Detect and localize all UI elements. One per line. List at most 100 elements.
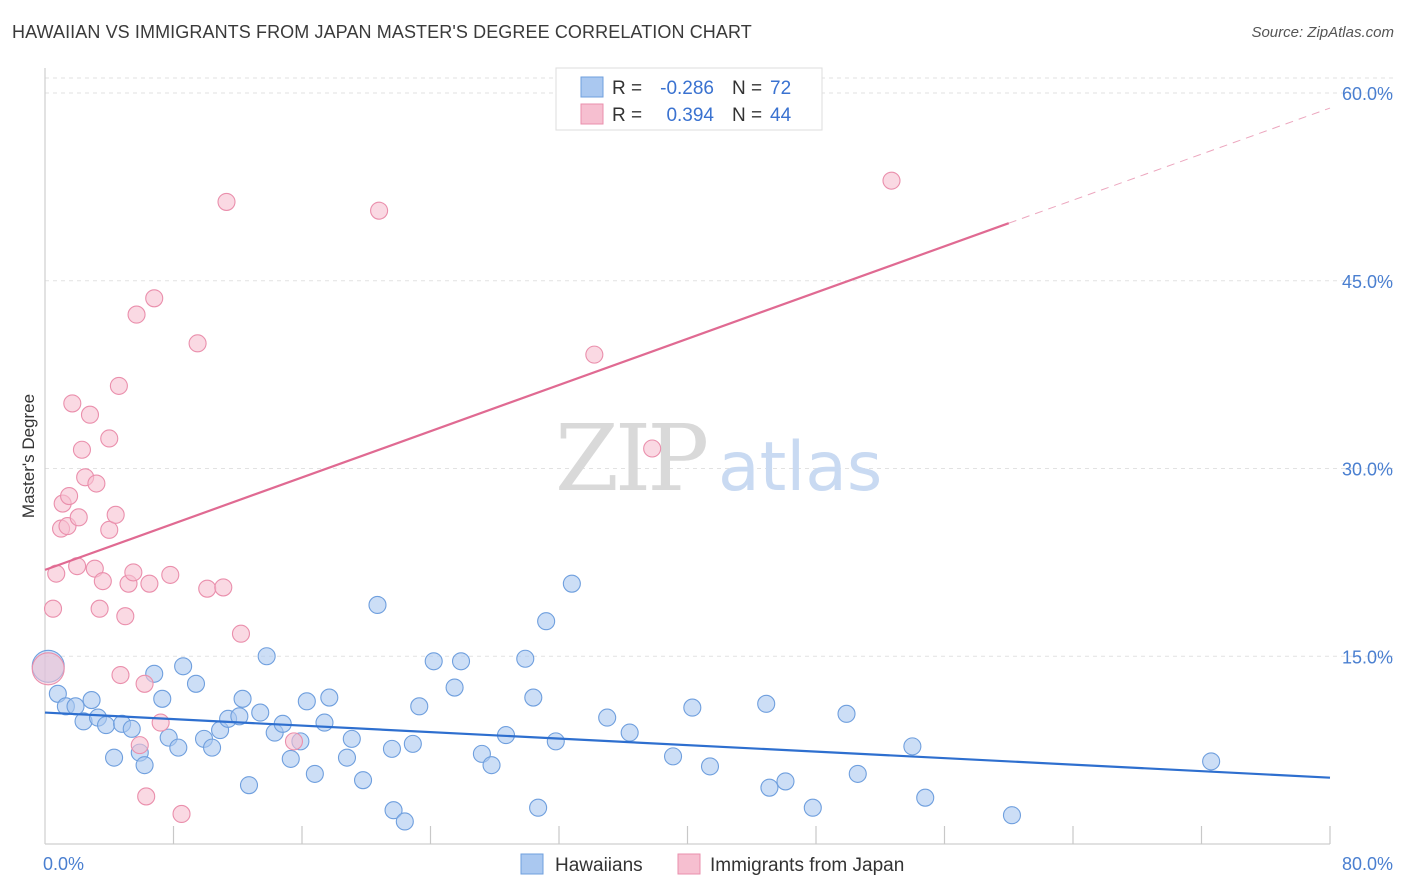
trend-line-hawaiians <box>44 711 1331 779</box>
stats-box: R = -0.286 N = 72 R = 0.394 N = 44 <box>555 67 823 131</box>
hawaiians-point-24 <box>233 689 252 708</box>
japan-point-28 <box>137 787 156 806</box>
hawaiians-point-25 <box>239 776 259 795</box>
trend-line-immigrants-from-japan-extension <box>1008 107 1331 224</box>
hawaiians-point-32 <box>297 692 316 711</box>
hawaiians-point-55 <box>546 732 565 751</box>
japan-point-10 <box>72 440 91 459</box>
stats-r-value-pink: 0.394 <box>666 105 714 126</box>
y-tick-label-15: 15.0% <box>1342 647 1393 667</box>
japan-point-41 <box>585 345 604 364</box>
hawaiians-point-41 <box>384 801 403 820</box>
stats-n-value-pink: 44 <box>770 105 792 126</box>
japan-point-17 <box>100 520 119 539</box>
japan-point-19 <box>106 505 125 524</box>
hawaiians-point-67 <box>848 764 867 783</box>
hawaiians-point-61 <box>700 757 720 776</box>
hawaiians-point-71 <box>1202 752 1221 771</box>
x-ticks <box>172 826 1331 844</box>
hawaiians-point-44 <box>410 697 429 716</box>
y-tick-label-45: 45.0% <box>1342 272 1393 292</box>
hawaiians-point-39 <box>368 595 387 614</box>
hawaiians-point-58 <box>620 723 639 742</box>
hawaiians-point-35 <box>320 688 339 707</box>
hawaiians-point-63 <box>760 778 779 797</box>
japan-point-14 <box>87 474 106 493</box>
hawaiians-point-70 <box>1002 806 1022 825</box>
hawaiians-point-53 <box>529 798 548 817</box>
hawaiians-point-65 <box>803 798 822 817</box>
series-immigrants-from-japan <box>31 171 901 824</box>
trend-lines <box>44 107 1331 779</box>
legend: Hawaiians Immigrants from Japan <box>520 853 904 876</box>
hawaiians-point-18 <box>186 674 206 693</box>
y-tick-labels: 15.0% 30.0% 45.0% 60.0% <box>1342 84 1393 667</box>
y-tick-label-60: 60.0% <box>1342 84 1393 104</box>
hawaiians-point-3 <box>66 697 85 716</box>
japan-point-1 <box>43 599 63 618</box>
japan-point-30 <box>145 289 164 308</box>
hawaiians-point-14 <box>153 689 172 708</box>
watermark-atlas: atlas <box>718 428 882 507</box>
hawaiians-point-38 <box>353 771 373 790</box>
hawaiians-point-37 <box>342 729 361 748</box>
japan-point-38 <box>231 624 251 643</box>
japan-point-22 <box>116 607 135 626</box>
japan-point-39 <box>284 732 304 751</box>
source-label: Source: ZipAtlas.com <box>1251 24 1394 41</box>
hawaiians-point-59 <box>663 747 683 766</box>
hawaiians-point-8 <box>105 748 124 767</box>
hawaiians-point-33 <box>305 764 324 783</box>
japan-point-25 <box>127 305 146 324</box>
hawaiians-point-42 <box>395 812 414 831</box>
japan-point-43 <box>882 171 901 190</box>
hawaiians-point-69 <box>916 788 935 807</box>
hawaiians-point-64 <box>776 772 795 791</box>
hawaiians-point-57 <box>598 708 617 727</box>
japan-point-20 <box>109 376 128 395</box>
hawaiians-point-36 <box>337 748 357 767</box>
japan-point-40 <box>370 201 389 220</box>
hawaiians-point-43 <box>403 734 422 753</box>
japan-point-26 <box>130 736 149 755</box>
gridlines <box>45 77 1393 657</box>
series-hawaiians <box>31 574 1221 831</box>
hawaiians-point-10 <box>122 719 141 738</box>
japan-point-35 <box>198 579 217 598</box>
japan-point-15 <box>90 599 109 618</box>
japan-point-16 <box>93 572 112 591</box>
hawaiians-point-52 <box>524 688 543 707</box>
x-tick-label-max: 80.0% <box>1342 854 1393 874</box>
japan-point-33 <box>172 804 191 824</box>
japan-point-0 <box>31 652 65 686</box>
hawaiians-point-68 <box>903 737 922 756</box>
y-tick-label-30: 30.0% <box>1342 460 1393 480</box>
hawaiians-point-60 <box>683 698 702 717</box>
stats-n-value-blue: 72 <box>770 78 791 99</box>
stats-r-value-blue: -0.286 <box>660 78 714 99</box>
stats-swatch-pink <box>580 103 604 125</box>
hawaiians-point-12 <box>135 756 154 775</box>
japan-point-6 <box>60 487 79 506</box>
hawaiians-point-66 <box>837 704 856 723</box>
japan-point-12 <box>80 405 100 424</box>
hawaiians-point-45 <box>424 652 443 671</box>
hawaiians-point-23 <box>230 707 249 726</box>
hawaiians-point-16 <box>169 738 188 757</box>
japan-point-31 <box>151 713 170 732</box>
hawaiians-point-47 <box>451 652 471 671</box>
japan-point-9 <box>69 508 88 527</box>
hawaiians-point-51 <box>516 649 535 668</box>
legend-swatch-hawaiians <box>520 853 544 875</box>
hawaiians-point-56 <box>562 574 581 593</box>
japan-point-7 <box>63 394 82 413</box>
legend-label-immigrants-from-japan: Immigrants from Japan <box>710 855 904 876</box>
hawaiians-point-62 <box>757 694 776 713</box>
watermark-zip: ZIP <box>555 405 706 512</box>
hawaiians-point-49 <box>482 756 501 775</box>
hawaiians-point-20 <box>203 738 222 757</box>
stats-n-label-blue: N = <box>732 78 762 99</box>
hawaiians-point-54 <box>537 612 556 631</box>
stats-r-label-pink: R = <box>612 105 642 126</box>
